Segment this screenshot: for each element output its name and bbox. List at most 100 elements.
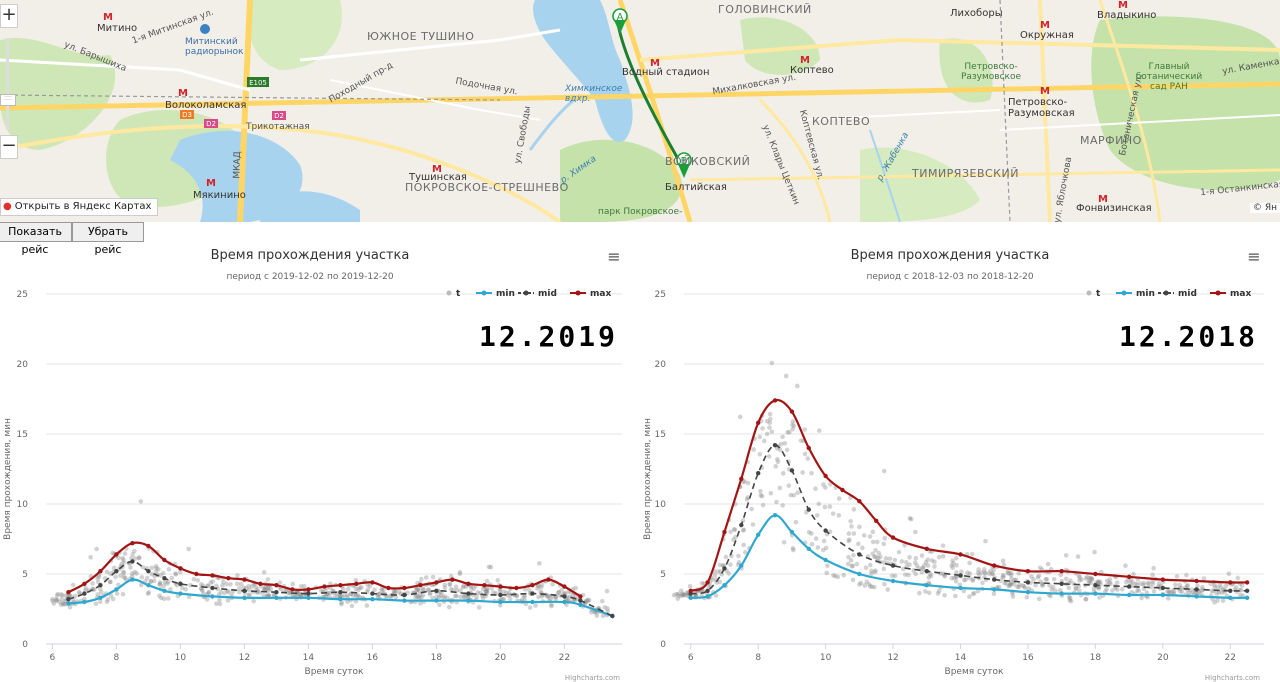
scatter-point xyxy=(706,583,711,589)
scatter-point xyxy=(917,590,922,596)
scatter-point xyxy=(967,571,973,576)
scatter-point xyxy=(795,383,800,389)
scatter-point xyxy=(674,591,679,597)
scatter-point xyxy=(96,574,102,580)
show-route-button[interactable]: Показать рейс xyxy=(0,222,72,256)
scatter-point xyxy=(1083,596,1089,602)
scatter-point xyxy=(830,511,836,516)
water-label: Химкинское вдхр. xyxy=(565,84,623,104)
scatter-point xyxy=(719,572,725,577)
scatter-point xyxy=(132,556,138,561)
x-tick-label: 8 xyxy=(755,653,761,663)
scatter-point xyxy=(426,587,431,593)
scatter-point xyxy=(173,571,178,576)
scatter-point xyxy=(802,451,808,457)
scatter-point xyxy=(1089,577,1095,582)
scatter-point xyxy=(769,429,775,435)
hide-route-button[interactable]: Убрать рейс xyxy=(72,222,144,256)
zoom-in-button[interactable]: + xyxy=(0,4,18,28)
series-point-max xyxy=(482,583,487,588)
scatter-point xyxy=(982,570,988,575)
scatter-point xyxy=(50,596,55,602)
scatter-point xyxy=(816,428,822,433)
map-canvas: A B E105 D2 D2 D3 xyxy=(0,0,1280,222)
series-point-max xyxy=(98,569,103,574)
scatter-point xyxy=(553,594,558,600)
scatter-point xyxy=(932,564,937,569)
scatter-point xyxy=(458,594,463,600)
scatter-point xyxy=(760,502,766,508)
chart-2019: Время прохождения участка период с 2019-1… xyxy=(0,242,640,682)
series-point-max xyxy=(705,580,710,585)
scatter-point xyxy=(761,438,767,444)
scatter-point xyxy=(95,592,101,597)
series-point-min xyxy=(1093,591,1098,596)
scatter-point xyxy=(827,504,833,509)
scatter-point xyxy=(365,582,370,588)
scatter-point xyxy=(1179,589,1185,595)
scatter-point xyxy=(95,575,100,581)
scatter-point xyxy=(970,577,976,582)
poi-label: Трикотажная xyxy=(246,122,310,132)
scatter-point xyxy=(919,569,925,575)
scatter-point xyxy=(180,585,185,591)
scatter-point xyxy=(774,499,779,505)
scatter-point xyxy=(790,427,795,432)
x-tick-label: 18 xyxy=(431,653,443,663)
scatter-point xyxy=(887,556,893,562)
series-point-min xyxy=(434,598,439,603)
series-point-mid xyxy=(755,471,761,476)
legend-label-t: t xyxy=(1096,289,1101,299)
scatter-point xyxy=(1199,588,1205,593)
zoom-out-button[interactable]: − xyxy=(0,135,18,159)
scatter-point xyxy=(737,414,743,420)
scatter-point xyxy=(353,577,359,583)
series-point-max xyxy=(466,581,471,586)
series-point-mid xyxy=(823,528,828,533)
scatter-point xyxy=(1209,588,1214,594)
scatter-point xyxy=(537,561,542,566)
marker-a-icon[interactable]: A xyxy=(612,8,628,34)
scatter-point xyxy=(169,575,175,581)
open-in-yandex-link[interactable]: ● Открыть в Яндекс Картах xyxy=(0,198,159,216)
scatter-point xyxy=(1185,583,1190,588)
chart-subtitle: период с 2018-12-03 по 2018-12-20 xyxy=(866,272,1033,282)
scatter-point xyxy=(340,586,346,592)
scatter-point xyxy=(744,497,750,502)
zoom-slider-track[interactable]: :::: xyxy=(0,38,16,130)
scatter-point xyxy=(99,590,104,595)
scatter-point xyxy=(1088,575,1094,581)
scatter-point xyxy=(442,594,447,599)
y-tick-label: 10 xyxy=(655,500,667,510)
scatter-point xyxy=(391,588,397,594)
scatter-point xyxy=(680,592,686,598)
series-point-mid xyxy=(178,581,183,586)
scatter-point xyxy=(869,584,875,590)
zoom-slider-handle[interactable]: :::: xyxy=(0,94,16,106)
route-map[interactable]: A B E105 D2 D2 D3 + :::: − ЮЖНОЕ ТУШИНО … xyxy=(0,0,1280,222)
scatter-point xyxy=(914,563,920,568)
scatter-point xyxy=(446,604,452,610)
scatter-point xyxy=(423,575,429,580)
scatter-point xyxy=(469,586,474,591)
scatter-point xyxy=(806,529,812,535)
scatter-point xyxy=(255,589,261,595)
scatter-point xyxy=(972,590,977,596)
scatter-point xyxy=(54,598,59,603)
scatter-point xyxy=(173,572,179,577)
scatter-point xyxy=(113,574,118,580)
series-line-min xyxy=(68,578,613,618)
scatter-point xyxy=(527,605,533,610)
scatter-point xyxy=(129,571,135,576)
scatter-point xyxy=(785,429,790,435)
series-point-mid xyxy=(274,590,279,595)
scatter-point xyxy=(953,579,959,584)
scatter-point xyxy=(415,586,420,592)
scatter-point xyxy=(54,597,60,603)
marker-b-icon[interactable]: B xyxy=(676,152,692,178)
scatter-point xyxy=(186,546,191,552)
scatter-point xyxy=(144,575,150,581)
scatter-point xyxy=(549,603,554,609)
scatter-point xyxy=(430,595,435,601)
scatter-point xyxy=(59,593,65,598)
